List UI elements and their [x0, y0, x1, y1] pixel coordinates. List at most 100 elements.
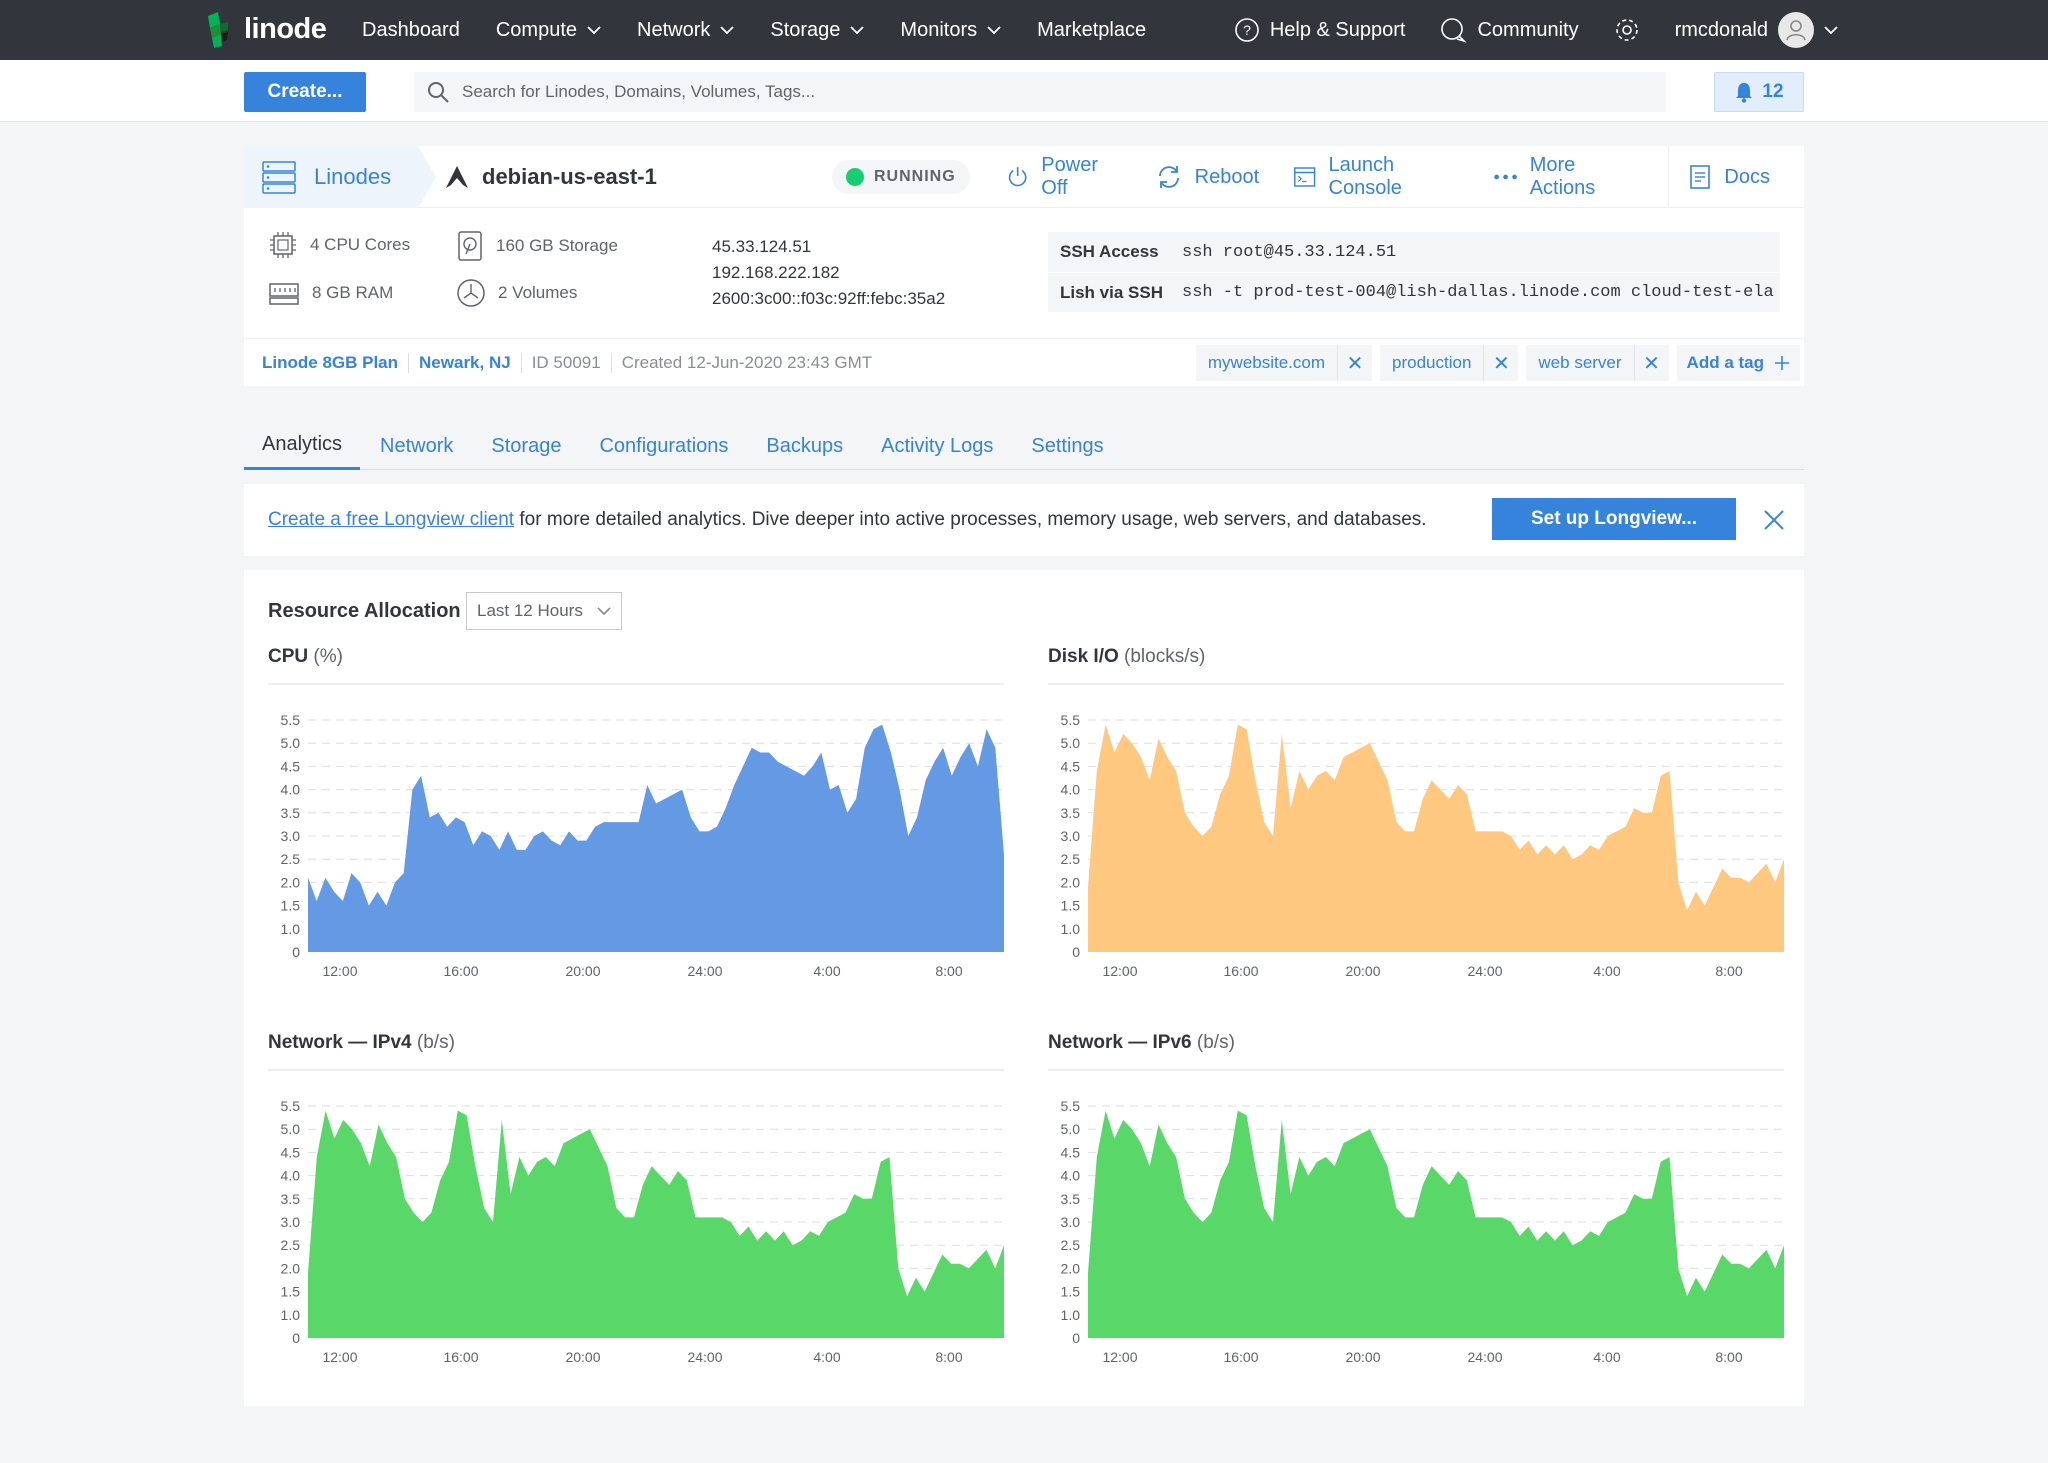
add-tag-button[interactable]: Add a tag: [1676, 345, 1800, 381]
docs-label: Docs: [1724, 165, 1770, 188]
help-support-link[interactable]: ? Help & Support: [1234, 17, 1405, 43]
y-tick-label: 5.0: [1061, 735, 1081, 751]
ip-address[interactable]: 192.168.222.182: [712, 263, 840, 282]
y-tick-label: 3.0: [281, 828, 301, 844]
setup-longview-button[interactable]: Set up Longview...: [1492, 498, 1736, 540]
y-tick-label: 5.5: [281, 1098, 301, 1114]
nav-item-network[interactable]: Network: [637, 19, 734, 42]
time-range-value: Last 12 Hours: [477, 601, 583, 620]
tag-label[interactable]: web server: [1526, 345, 1635, 381]
ipv4-area-series: [308, 1110, 1004, 1338]
remove-tag-icon[interactable]: ✕: [1493, 352, 1510, 375]
server-icon: [262, 161, 296, 194]
x-tick-label: 24:00: [687, 963, 722, 979]
tag-label[interactable]: production: [1380, 345, 1485, 381]
remove-tag-icon[interactable]: ✕: [1643, 352, 1660, 375]
create-button[interactable]: Create...: [244, 72, 366, 112]
plan-link[interactable]: Linode 8GB Plan: [262, 352, 410, 373]
user-menu[interactable]: rmcdonald: [1675, 12, 1838, 48]
y-tick-label: 0: [1072, 944, 1080, 960]
tab-storage[interactable]: Storage: [491, 434, 562, 457]
linode-label[interactable]: debian-us-east-1: [444, 146, 657, 208]
detail-tabs: Analytics Network Storage Configurations Bac…: [244, 422, 1804, 470]
tag-chip[interactable]: mywebsite.com ✕: [1195, 345, 1373, 381]
more-actions-button[interactable]: More Actions: [1493, 154, 1634, 200]
tag-chip[interactable]: production ✕: [1380, 345, 1519, 381]
remove-tag-icon[interactable]: ✕: [1346, 352, 1364, 375]
power-off-button[interactable]: Power Off: [1006, 154, 1121, 200]
user-avatar-icon: [1786, 20, 1806, 41]
y-tick-label: 3.5: [1061, 1191, 1081, 1207]
tab-configurations[interactable]: Configurations: [599, 434, 729, 457]
y-tick-label: 1.0: [1061, 1307, 1081, 1323]
x-tick-label: 16:00: [1223, 963, 1258, 979]
community-link[interactable]: Community: [1439, 16, 1579, 44]
search-box[interactable]: [414, 72, 1666, 112]
add-tag-label: Add a tag: [1686, 353, 1764, 372]
y-tick-label: 3.0: [1061, 828, 1081, 844]
nav-item-monitors[interactable]: Monitors: [900, 19, 1001, 42]
nav-item-compute[interactable]: Compute: [496, 19, 601, 42]
region-link[interactable]: Newark, NJ: [409, 352, 522, 373]
nav-item-storage[interactable]: Storage: [770, 19, 865, 42]
search-icon: [428, 82, 449, 103]
cpu-chart-title: CPU (%): [268, 646, 343, 668]
power-off-label: Power Off: [1041, 154, 1098, 199]
reboot-button[interactable]: Reboot: [1155, 163, 1259, 191]
linode-id: ID 50091: [522, 352, 612, 373]
nav-item-dashboard[interactable]: Dashboard: [362, 19, 460, 42]
y-tick-label: 1.0: [281, 921, 301, 937]
volume-icon: [457, 279, 485, 307]
power-icon: [1008, 167, 1027, 187]
ipv6-area-series: [1088, 1110, 1784, 1338]
spec-ram: 8 GB RAM: [268, 278, 393, 308]
tab-network[interactable]: Network: [380, 434, 454, 457]
tag-chip[interactable]: web server ✕: [1526, 345, 1669, 381]
y-tick-label: 1.5: [281, 898, 301, 914]
help-icon: ?: [1235, 18, 1259, 42]
tag-label[interactable]: mywebsite.com: [1196, 345, 1339, 381]
plus-icon: [1775, 356, 1789, 370]
banner-message: Create a free Longview client for more d…: [268, 509, 1427, 531]
tab-analytics[interactable]: Analytics: [244, 422, 361, 470]
lish-access-command[interactable]: ssh -t prod-test-004@lish-dallas.linode.…: [1182, 283, 1774, 302]
y-tick-label: 2.0: [1061, 1260, 1081, 1276]
ip-address[interactable]: 45.33.124.51: [712, 237, 812, 256]
chart-title-text: Disk I/O: [1048, 646, 1119, 667]
x-tick-label: 16:00: [443, 963, 478, 979]
launch-console-button[interactable]: Launch Console: [1293, 154, 1458, 200]
linode-logo[interactable]: linode: [206, 10, 327, 48]
docs-link[interactable]: Docs: [1688, 164, 1770, 190]
y-tick-label: 4.0: [281, 782, 301, 798]
chart-unit: (blocks/s): [1124, 646, 1206, 667]
settings-button[interactable]: [1613, 16, 1641, 44]
linode-actions: Power Off Reboot Launch Console More Act…: [1006, 146, 1804, 208]
notifications-button[interactable]: 12: [1714, 72, 1804, 112]
status-label: RUNNING: [874, 168, 956, 185]
tab-activity-logs[interactable]: Activity Logs: [881, 434, 994, 457]
banner-text: for more detailed analytics. Dive deeper…: [514, 509, 1427, 530]
time-range-select[interactable]: Last 12 Hours: [466, 592, 622, 630]
analytics-panel: Resource Allocation Last 12 Hours CPU (%…: [244, 570, 1804, 1406]
x-tick-label: 20:00: [1345, 963, 1380, 979]
chart-unit: (b/s): [1196, 1032, 1235, 1053]
linode-summary-card: Linodes debian-us-east-1 RUNNING Power O…: [244, 146, 1804, 386]
tab-backups[interactable]: Backups: [766, 434, 844, 457]
search-input[interactable]: [462, 82, 1612, 102]
network-ipv4-chart: 5.5 5.0 4.5 4.0 3.5 3.0 2.5 2.0 1.5 1.0 0 12:00 16:0…: [268, 1069, 1004, 1365]
community-label: Community: [1477, 18, 1579, 41]
tab-settings[interactable]: Settings: [1031, 434, 1104, 457]
ip-address[interactable]: 2600:3c00::f03c:92ff:febc:35a2: [712, 289, 946, 308]
volume-count: 2 Volumes: [498, 283, 578, 302]
x-tick-label: 20:00: [1345, 1349, 1380, 1365]
ssh-access-command[interactable]: ssh root@45.33.124.51: [1182, 242, 1397, 262]
nav-item-marketplace[interactable]: Marketplace: [1037, 19, 1146, 42]
dismiss-banner-button[interactable]: [1760, 506, 1788, 534]
breadcrumb-linodes[interactable]: Linodes: [244, 146, 418, 208]
gear-icon: [1615, 19, 1638, 41]
y-tick-label: 1.5: [1061, 1284, 1081, 1300]
y-tick-label: 4.0: [281, 1168, 301, 1184]
longview-link[interactable]: Create a free Longview client: [268, 509, 515, 530]
running-status-dot: [846, 168, 864, 186]
x-tick-label: 8:00: [1715, 963, 1742, 979]
